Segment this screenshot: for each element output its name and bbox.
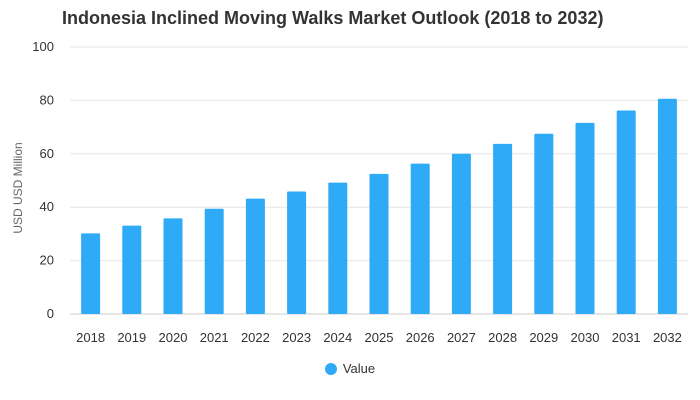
x-tick-label: 2026 [406,330,435,345]
bar-2032[interactable] [657,98,677,314]
bar-2018[interactable] [81,233,101,314]
legend[interactable]: Value [0,361,700,376]
bar-2022[interactable] [245,198,265,314]
bar-2029[interactable] [534,133,554,314]
legend-label: Value [342,361,376,376]
bar-2030[interactable] [575,122,595,314]
y-tick-label: 0 [47,306,54,321]
chart-title: Indonesia Inclined Moving Walks Market O… [62,8,604,28]
y-axis-label: USD USD Million [11,142,25,233]
x-tick-label: 2018 [76,330,105,345]
bar-2023[interactable] [287,191,307,314]
x-tick-label: 2027 [447,330,476,345]
bar-2031[interactable] [616,110,636,315]
y-tick-label: 80 [40,92,54,107]
x-tick-label: 2031 [612,330,641,345]
bar-2021[interactable] [204,208,224,314]
bar-2027[interactable] [451,153,471,314]
x-tick-label: 2029 [529,330,558,345]
x-tick-label: 2030 [571,330,600,345]
x-tick-label: 2020 [159,330,188,345]
x-tick-label: 2022 [241,330,270,345]
legend-marker [324,362,337,375]
bar-series [81,98,677,315]
x-tick-label: 2025 [365,330,394,345]
bar-2019[interactable] [122,225,142,314]
y-tick-label: 100 [32,39,54,54]
x-tick-label: 2032 [653,330,682,345]
bar-2026[interactable] [410,163,430,314]
bar-2025[interactable] [369,173,389,314]
y-tick-label: 60 [40,146,54,161]
bar-2020[interactable] [163,218,183,314]
x-tick-label: 2019 [117,330,146,345]
x-tick-label: 2021 [200,330,229,345]
bar-2028[interactable] [493,143,513,314]
y-tick-label: 40 [40,199,54,214]
bar-2024[interactable] [328,182,348,314]
x-tick-label: 2023 [282,330,311,345]
axes: 0 20 40 60 80 100 2018 2019 2020 2021 2022 2023 2024… [32,39,682,345]
y-tick-label: 20 [40,253,54,268]
x-tick-label: 2024 [323,330,352,345]
x-tick-label: 2028 [488,330,517,345]
